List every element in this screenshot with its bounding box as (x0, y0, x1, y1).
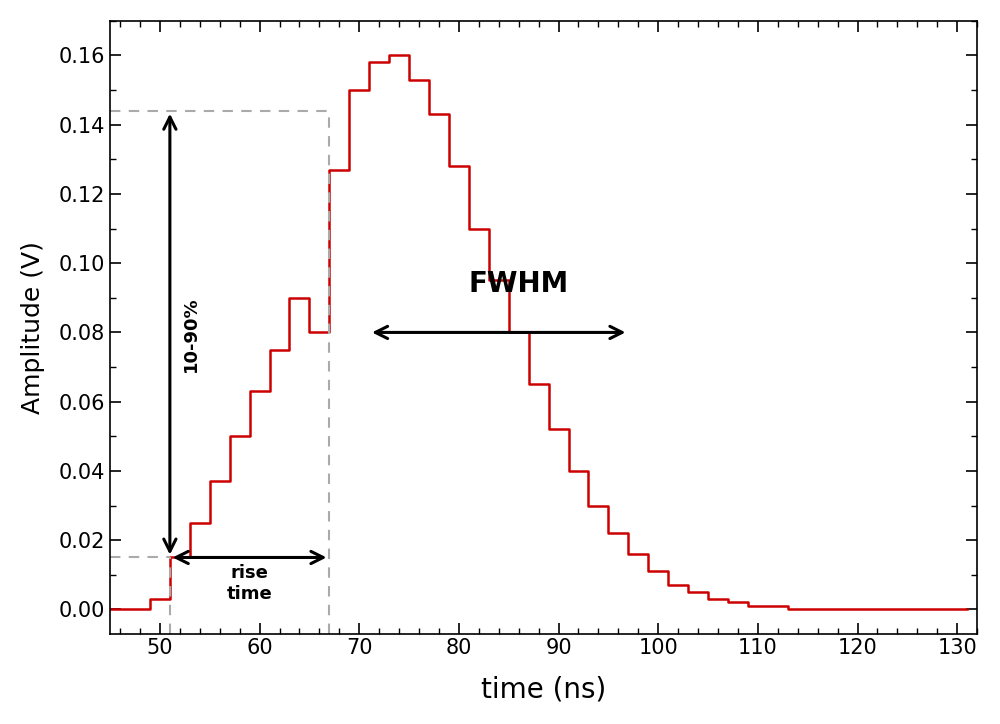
Text: FWHM: FWHM (469, 270, 569, 298)
Text: 10-90%: 10-90% (182, 296, 200, 372)
Text: rise
time: rise time (227, 565, 272, 603)
Y-axis label: Amplitude (V): Amplitude (V) (21, 241, 45, 413)
X-axis label: time (ns): time (ns) (481, 675, 606, 703)
